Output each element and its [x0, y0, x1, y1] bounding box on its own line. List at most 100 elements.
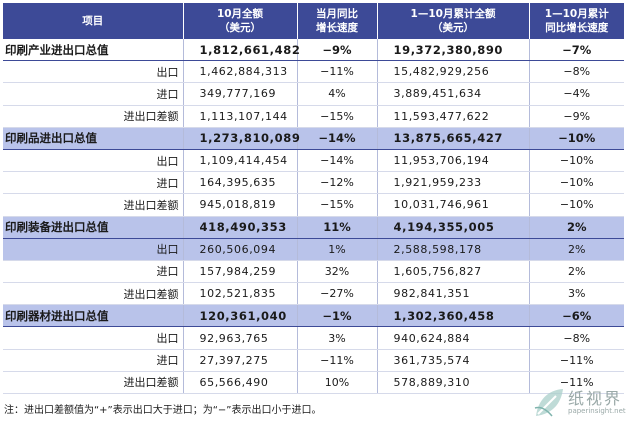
row-label: 进口	[3, 82, 184, 106]
table-body: 印刷产业进出口总值 1,812,661,482 −9% 19,372,380,890−…	[3, 39, 624, 395]
row-label: 出口	[3, 238, 184, 261]
cell-month-growth: 11%	[297, 216, 378, 239]
cell-month-amount: 418,490,353	[183, 216, 298, 239]
cell-month-growth: 3%	[297, 326, 378, 350]
cell-ytd-amount: 1,302,360,458	[377, 304, 530, 328]
cell-ytd-growth: −6%	[529, 304, 624, 328]
row-label: 进出口差额	[3, 105, 184, 128]
cell-month-growth: −14%	[297, 149, 378, 173]
row-label: 进出口差额	[3, 282, 184, 306]
cell-ytd-amount: 11,593,477,622	[377, 105, 530, 128]
row-label: 出口	[3, 60, 184, 84]
cell-ytd-amount: 19,372,380,890	[377, 39, 530, 62]
cell-month-growth: −9%	[297, 39, 378, 62]
cell-ytd-growth: −4%	[529, 82, 624, 106]
table-row: 进出口差额 65,566,490 10% 578,889,310 −11%	[3, 371, 624, 395]
cell-ytd-amount: 4,194,355,005	[377, 216, 530, 239]
cell-month-amount: 1,462,884,313	[183, 60, 298, 84]
cell-ytd-growth: −7%	[529, 39, 624, 62]
cell-ytd-growth: −11%	[529, 349, 624, 372]
header-month-growth: 当月同比 增长速度	[297, 3, 378, 39]
cell-month-growth: −15%	[297, 105, 378, 128]
cell-month-growth: −14%	[297, 127, 378, 150]
table-row: 出口 1,462,884,313 −11% 15,482,929,256 −8%	[3, 60, 624, 84]
cell-ytd-amount: 13,875,665,427	[377, 127, 530, 150]
row-label: 印刷品进出口总值	[3, 127, 184, 150]
cell-ytd-amount: 15,482,929,256	[377, 60, 530, 84]
cell-ytd-growth: 2%	[529, 260, 624, 284]
table-row: 进口 157,984,259 32% 1,605,756,827 2%	[3, 260, 624, 284]
cell-ytd-amount: 578,889,310	[377, 371, 530, 395]
table-row-total: 印刷装备进出口总值 418,490,353 11% 4,194,355,005 2%	[3, 216, 624, 239]
cell-month-amount: 1,113,107,144	[183, 105, 298, 128]
cell-month-amount: 1,109,414,454	[183, 149, 298, 173]
cell-ytd-growth: 2%	[529, 238, 624, 261]
cell-month-amount: 102,521,835	[183, 282, 298, 306]
table-row: 出口 1,109,414,454 −14% 11,953,706,194 −10%	[3, 149, 624, 173]
cell-ytd-amount: 2,588,598,178	[377, 238, 530, 261]
cell-month-growth: −27%	[297, 282, 378, 306]
cell-month-amount: 27,397,275	[183, 349, 298, 372]
cell-month-growth: −1%	[297, 304, 378, 328]
cell-month-growth: −11%	[297, 349, 378, 372]
table-row-total: 印刷产业进出口总值 1,812,661,482 −9% 19,372,380,890−…	[3, 39, 624, 62]
cell-ytd-growth: −11%	[529, 371, 624, 395]
cell-ytd-amount: 1,605,756,827	[377, 260, 530, 284]
watermark-logo: 纸视界 paperinsight.net	[532, 385, 626, 421]
table-row: 进口 164,395,635 −12% 1,921,959,233 −10%	[3, 171, 624, 195]
table-row: 进出口差额 1,113,107,144 −15% 11,593,477,622 −9%	[3, 105, 624, 128]
cell-ytd-growth: −10%	[529, 149, 624, 173]
header-ytd-growth: 1—10月累计 同比增长速度	[529, 3, 624, 39]
watermark-brand: 纸视界	[568, 389, 623, 408]
row-label: 出口	[3, 149, 184, 173]
cell-ytd-growth: −10%	[529, 171, 624, 195]
cell-ytd-amount: 940,624,884	[377, 326, 530, 350]
table-row: 进口 349,777,169 4% 3,889,451,634 −4%	[3, 82, 624, 106]
row-label: 印刷装备进出口总值	[3, 216, 184, 239]
cell-month-amount: 349,777,169	[183, 82, 298, 106]
cell-ytd-amount: 982,841,351	[377, 282, 530, 306]
cell-ytd-growth: −8%	[529, 326, 624, 350]
cell-month-amount: 164,395,635	[183, 171, 298, 195]
cell-month-growth: −11%	[297, 60, 378, 84]
row-label: 进出口差额	[3, 371, 184, 395]
cell-ytd-growth: −9%	[529, 105, 624, 128]
cell-month-amount: 1,812,661,482	[183, 39, 300, 62]
cell-ytd-growth: 3%	[529, 282, 624, 306]
cell-month-amount: 92,963,765	[183, 326, 298, 350]
cell-ytd-amount: 3,889,451,634	[377, 82, 530, 106]
cell-month-amount: 157,984,259	[183, 260, 298, 284]
header-ytd-amount: 1—10月累计全额 （美元）	[377, 3, 530, 39]
leaf-logo-icon	[534, 389, 563, 417]
header-item: 项目	[3, 3, 184, 39]
cell-month-growth: 1%	[297, 238, 378, 261]
cell-month-amount: 120,361,040	[183, 304, 298, 328]
cell-ytd-amount: 361,735,574	[377, 349, 530, 372]
header-month-amount: 10月全额 （美元）	[183, 3, 298, 39]
row-label: 进口	[3, 171, 184, 195]
cell-ytd-growth: −8%	[529, 60, 624, 84]
cell-month-growth: 4%	[297, 82, 378, 106]
cell-ytd-growth: 2%	[529, 216, 624, 239]
cell-month-growth: −15%	[297, 193, 378, 217]
statistics-table: 项目 10月全额 （美元） 当月同比 增长速度 1—10月累计全额 （美元） 1—10…	[3, 3, 624, 395]
table-row: 出口 92,963,765 3% 940,624,884 −8%	[3, 326, 624, 350]
table-row: 进口 27,397,275 −11% 361,735,574 −11%	[3, 349, 624, 372]
cell-ytd-growth: −10%	[529, 127, 624, 150]
row-label: 进口	[3, 349, 184, 372]
watermark-url: paperinsight.net	[568, 407, 626, 415]
cell-ytd-growth: −10%	[529, 193, 624, 217]
row-label: 进出口差额	[3, 193, 184, 217]
row-label: 印刷器材进出口总值	[3, 304, 184, 328]
cell-month-growth: 32%	[297, 260, 378, 284]
cell-ytd-amount: 10,031,746,961	[377, 193, 530, 217]
table-row-total: 印刷品进出口总值 1,273,810,089 −14% 13,875,665,427−…	[3, 127, 624, 150]
table-row: 进出口差额 102,521,835 −27% 982,841,351 3%	[3, 282, 624, 306]
table-row: 进出口差额 945,018,819 −15% 10,031,746,961 −10%	[3, 193, 624, 217]
cell-month-amount: 1,273,810,089	[183, 127, 300, 150]
cell-ytd-amount: 1,921,959,233	[377, 171, 530, 195]
cell-month-growth: −12%	[297, 171, 378, 195]
cell-month-growth: 10%	[297, 371, 378, 395]
header-row: 项目 10月全额 （美元） 当月同比 增长速度 1—10月累计全额 （美元） 1—10…	[3, 3, 624, 39]
cell-month-amount: 65,566,490	[183, 371, 298, 395]
